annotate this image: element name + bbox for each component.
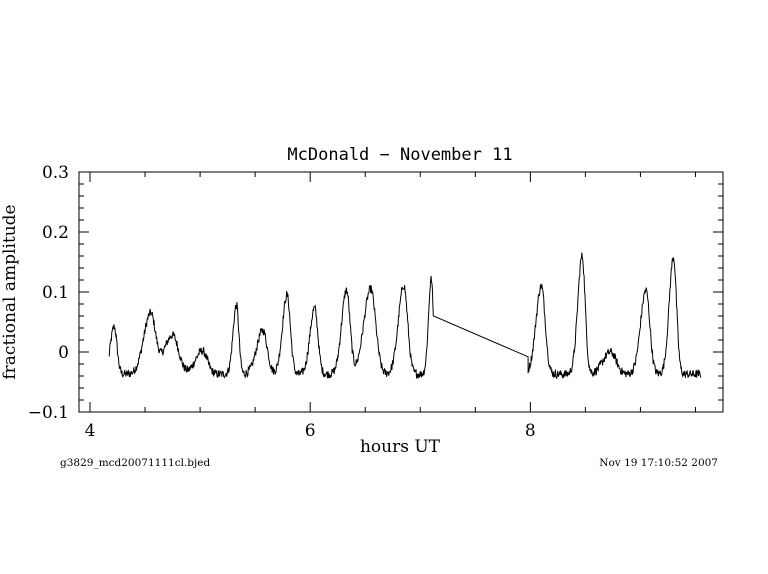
- y-tick-label: 0.3: [42, 163, 69, 183]
- footer-filename: g3829_mcd20071111cl.bjed: [60, 457, 210, 469]
- x-tick-labels: 4 6 8: [85, 421, 536, 441]
- axis-ticks: [79, 171, 723, 413]
- x-tick-label: 6: [305, 421, 316, 441]
- y-tick-label: 0.2: [42, 223, 69, 243]
- y-tick-label: −0.1: [28, 403, 69, 423]
- chart-title: McDonald − November 11: [287, 145, 512, 165]
- y-tick-label: 0.1: [42, 283, 69, 303]
- footer-timestamp: Nov 19 17:10:52 2007: [599, 457, 718, 469]
- series-line: [108, 252, 702, 380]
- x-tick-label: 8: [525, 421, 536, 441]
- y-tick-labels: −0.1 0 0.1 0.2 0.3: [28, 163, 69, 423]
- x-axis-label: hours UT: [360, 437, 441, 457]
- y-tick-label: 0: [58, 343, 69, 363]
- y-axis-label: fractional amplitude: [0, 204, 20, 379]
- x-tick-label: 4: [85, 421, 96, 441]
